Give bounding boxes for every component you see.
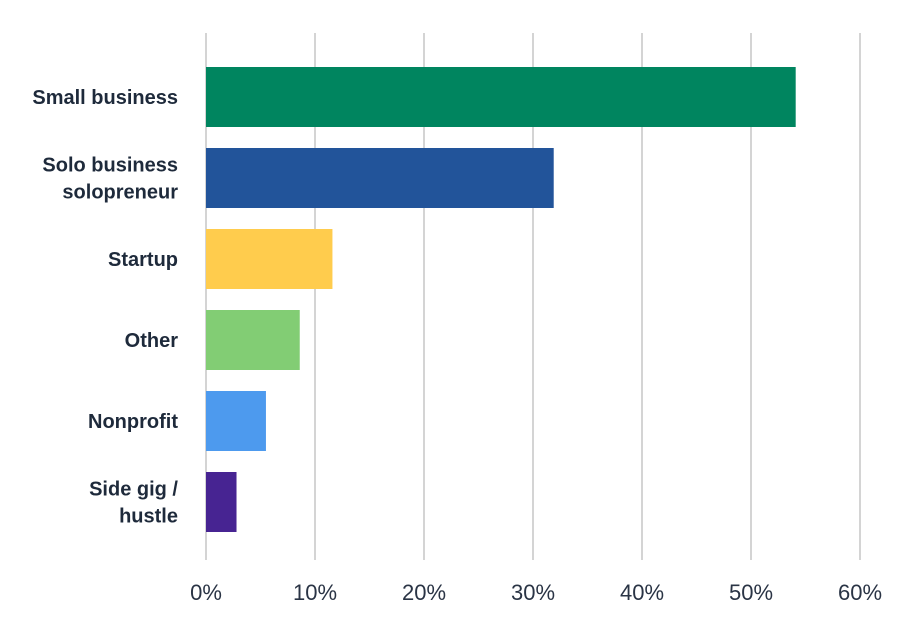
x-tick-label: 0% [190, 580, 222, 605]
category-label: Side gig / hustle [89, 479, 178, 528]
x-axis-tick-labels: 0% 10% 20% 30% 40% 50% 60% [190, 580, 882, 605]
x-tick-label: 40% [620, 580, 664, 605]
bar [206, 229, 333, 289]
category-label-line: Startup [108, 249, 178, 271]
category-label: Nonprofit [88, 411, 178, 433]
category-label-line: Small business [32, 87, 178, 109]
x-tick-label: 60% [838, 580, 882, 605]
category-label: Solo business solopreneur [42, 155, 178, 204]
category-labels: Small business Solo business solopreneur St… [32, 87, 178, 528]
bar [206, 310, 300, 370]
category-label-line: solopreneur [62, 182, 178, 204]
bar [206, 148, 554, 208]
x-tick-label: 50% [729, 580, 773, 605]
category-label-line: Other [125, 330, 179, 352]
bar [206, 67, 796, 127]
category-label: Startup [108, 249, 178, 271]
category-label-line: Nonprofit [88, 411, 178, 433]
bars [206, 67, 796, 532]
x-tick-label: 30% [511, 580, 555, 605]
category-label-line: Side gig / [89, 479, 178, 501]
bar [206, 472, 237, 532]
category-label: Other [125, 330, 179, 352]
category-label: Small business [32, 87, 178, 109]
category-label-line: hustle [119, 506, 178, 528]
x-tick-label: 20% [402, 580, 446, 605]
bar [206, 391, 266, 451]
category-label-line: Solo business [42, 155, 178, 177]
x-tick-label: 10% [293, 580, 337, 605]
